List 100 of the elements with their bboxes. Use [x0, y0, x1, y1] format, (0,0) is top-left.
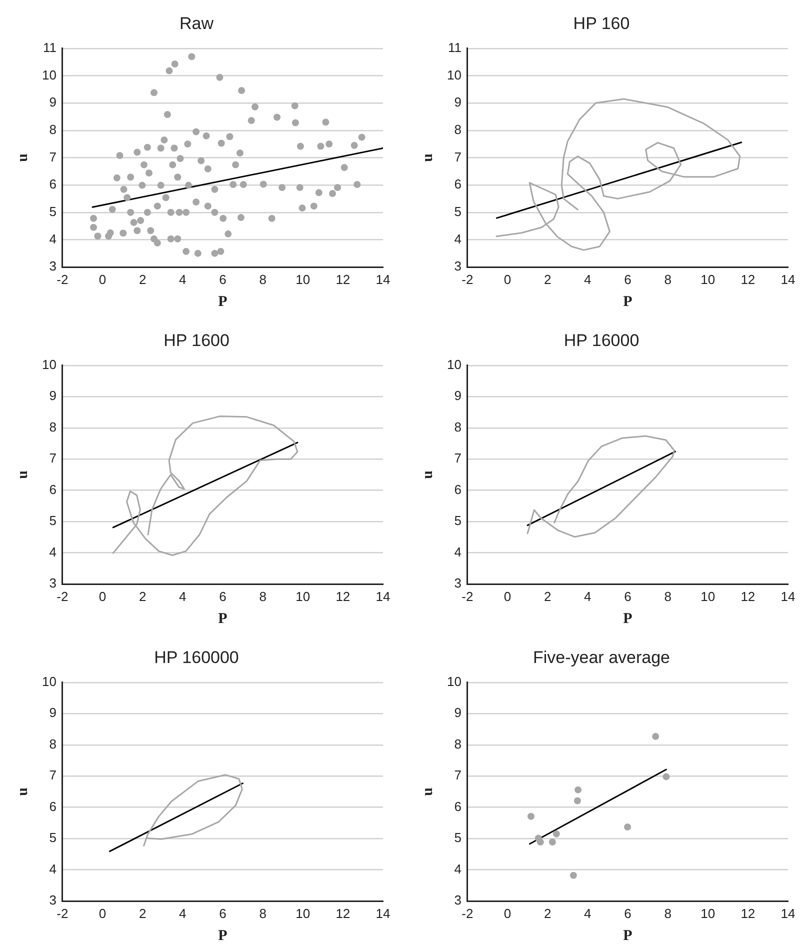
- y-tick-label: 4: [454, 231, 462, 246]
- y-tick-label: 5: [49, 513, 56, 528]
- y-tick-label: 10: [446, 674, 462, 689]
- x-tick-label: 14: [376, 272, 390, 288]
- x-tick-label: 4: [584, 272, 592, 288]
- x-axis-title: P: [218, 928, 228, 944]
- y-tick-label: 6: [454, 176, 462, 192]
- x-tick-label: 8: [259, 272, 266, 288]
- y-tick-label: 7: [49, 768, 56, 783]
- x-tick-label: 0: [504, 272, 512, 288]
- x-tick-label: 6: [624, 906, 632, 922]
- y-tick-label: 11: [42, 40, 56, 55]
- x-tick-label: 14: [780, 906, 796, 922]
- y-tick-label: 10: [446, 67, 462, 82]
- x-tick-label: 12: [740, 906, 756, 922]
- point: [652, 732, 660, 740]
- x-tick-label: 12: [740, 272, 756, 288]
- x-tick-label: 4: [179, 589, 186, 604]
- x-tick-label: 8: [259, 589, 266, 604]
- chart-title: HP 160000: [154, 648, 239, 667]
- x-tick-label: 6: [219, 906, 226, 922]
- x-tick-label: 4: [584, 589, 592, 604]
- x-tick-label: 2: [544, 589, 552, 604]
- x-tick-label: 14: [376, 906, 390, 922]
- y-axis-title: u: [420, 788, 436, 796]
- y-tick-label: 8: [49, 122, 56, 137]
- x-tick-label: 2: [138, 589, 146, 604]
- y-tick-label: 7: [49, 450, 56, 466]
- y-axis-title: u: [14, 470, 31, 479]
- x-tick-label: -2: [462, 906, 474, 922]
- x-tick-label: 2: [138, 906, 146, 922]
- y-tick-label: 9: [454, 94, 462, 110]
- x-tick-label: 0: [504, 589, 512, 604]
- x-tick-label: -2: [56, 589, 68, 604]
- y-tick-label: 6: [49, 798, 56, 814]
- x-tick-label: 6: [624, 272, 632, 288]
- y-tick-label: 4: [49, 544, 56, 560]
- x-tick-label: 14: [780, 589, 796, 604]
- x-tick-label: 0: [98, 272, 106, 288]
- y-axis-title: u: [14, 788, 31, 796]
- x-tick-label: 10: [296, 906, 310, 922]
- x-tick-label: 0: [98, 589, 106, 604]
- y-tick-label: 5: [454, 513, 462, 528]
- y-tick-label: 10: [42, 356, 56, 372]
- y-tick-label: 3: [49, 892, 56, 908]
- y-tick-label: 3: [49, 576, 56, 591]
- x-tick-label: 8: [259, 906, 266, 922]
- x-tick-label: 12: [336, 906, 350, 922]
- y-tick-label: 6: [454, 482, 462, 497]
- point: [662, 773, 670, 780]
- x-tick-label: -2: [56, 906, 68, 922]
- point: [548, 838, 556, 846]
- x-tick-label: 4: [584, 906, 592, 922]
- y-tick-label: 6: [49, 176, 56, 192]
- point: [527, 812, 534, 820]
- y-tick-label: 4: [454, 544, 462, 560]
- x-tick-label: 14: [376, 589, 390, 604]
- x-tick-label: 4: [179, 906, 186, 922]
- x-tick-label: 2: [544, 906, 552, 922]
- x-tick-label: -2: [462, 272, 474, 288]
- point: [574, 797, 581, 804]
- y-tick-label: 7: [49, 149, 56, 164]
- x-tick-label: 6: [219, 272, 226, 288]
- y-tick-label: 10: [446, 356, 462, 372]
- y-tick-label: 5: [49, 830, 56, 846]
- x-tick-label: -2: [462, 589, 474, 604]
- y-tick-label: 9: [454, 388, 462, 404]
- y-tick-label: 4: [454, 861, 462, 876]
- y-tick-label: 6: [49, 482, 56, 497]
- point: [570, 872, 577, 879]
- y-tick-label: 3: [49, 258, 56, 274]
- x-tick-label: 12: [336, 589, 350, 604]
- point: [536, 838, 544, 846]
- x-tick-label: 10: [700, 589, 716, 604]
- y-axis-title: u: [14, 154, 31, 162]
- y-tick-label: 3: [454, 892, 462, 908]
- chart-title: Five-year average: [532, 648, 670, 667]
- x-tick-label: 0: [98, 906, 106, 922]
- x-tick-label: 8: [664, 272, 672, 288]
- x-tick-label: 10: [700, 906, 716, 922]
- x-tick-label: 2: [544, 272, 552, 288]
- chart-title: Raw: [179, 14, 214, 33]
- y-tick-label: 10: [42, 67, 56, 82]
- x-tick-label: 12: [336, 272, 350, 288]
- y-tick-label: 5: [49, 204, 56, 219]
- y-tick-label: 3: [454, 576, 462, 591]
- x-axis-title: P: [623, 294, 632, 310]
- y-tick-label: 4: [49, 861, 56, 876]
- x-tick-label: 0: [504, 906, 512, 922]
- x-axis-title: P: [623, 610, 632, 627]
- point: [552, 830, 560, 838]
- y-tick-label: 9: [49, 388, 56, 404]
- point: [574, 786, 582, 794]
- y-tick-label: 11: [448, 40, 462, 55]
- y-tick-label: 7: [454, 149, 462, 164]
- x-tick-label: 8: [664, 589, 672, 604]
- x-tick-label: -2: [56, 272, 68, 288]
- y-axis-title: u: [420, 154, 436, 162]
- y-tick-label: 8: [454, 122, 462, 137]
- x-tick-label: 10: [296, 589, 310, 604]
